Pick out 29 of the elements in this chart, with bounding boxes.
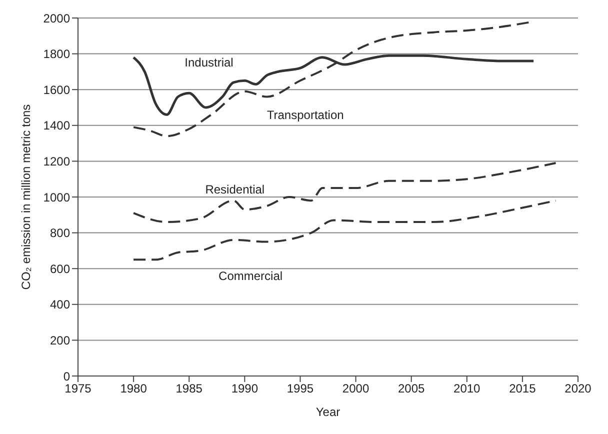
y-tick-label: 2000 — [43, 11, 70, 26]
y-axis-title: CO₂ emission in million metric tons — [19, 104, 33, 290]
series-label: Commercial — [218, 268, 283, 283]
x-tick-label: 2010 — [454, 382, 481, 396]
y-tick-label: 1800 — [43, 47, 70, 62]
x-tick-label: 1975 — [64, 382, 92, 396]
y-tick-label: 1200 — [43, 154, 70, 168]
series-label: Transportation — [266, 108, 344, 122]
line-series — [132, 162, 557, 224]
y-tick-label: 1600 — [43, 82, 70, 97]
y-tick-label: 600 — [50, 262, 70, 276]
x-tick-label: 1980 — [120, 382, 148, 396]
y-tick-label: 1400 — [43, 118, 70, 133]
x-tick-label: 2005 — [398, 382, 426, 396]
line-series — [132, 200, 557, 261]
y-tick-label: 0 — [63, 369, 70, 384]
x-tick-label: 1985 — [176, 382, 203, 396]
y-tick-label: 200 — [50, 333, 70, 348]
series-label: Residential — [205, 182, 265, 196]
x-tick-label: 1990 — [231, 382, 258, 396]
y-tick-label: 800 — [50, 226, 70, 240]
y-tick-label: 1000 — [43, 190, 70, 204]
x-tick-label: 2015 — [509, 382, 536, 396]
y-tick-label: 400 — [50, 298, 70, 312]
x-tick-label: 1995 — [286, 382, 314, 396]
series-label: Industrial — [184, 56, 234, 70]
x-tick-label: 2020 — [564, 382, 592, 396]
x-axis-title: Year — [316, 405, 340, 419]
x-tick-label: 2000 — [342, 382, 370, 396]
